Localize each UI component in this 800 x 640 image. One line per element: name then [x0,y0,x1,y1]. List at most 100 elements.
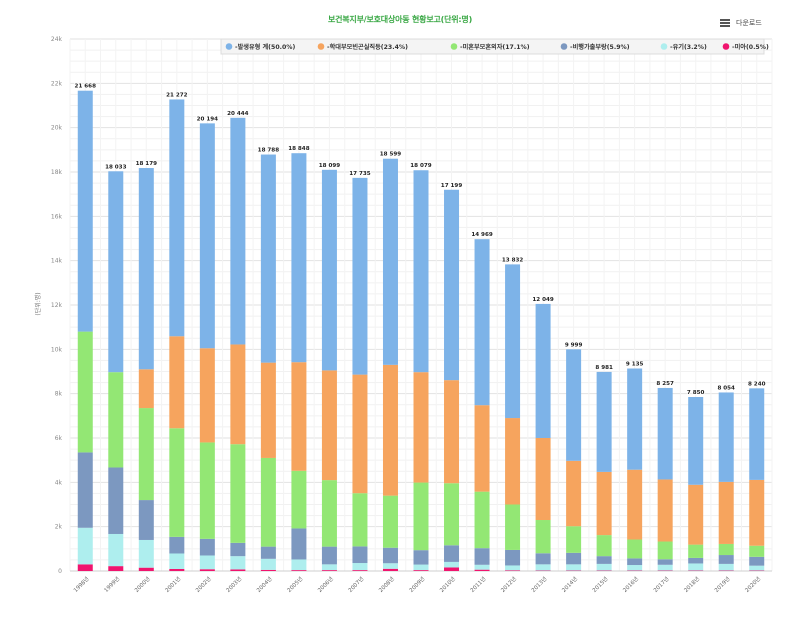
bar-segment[interactable] [413,564,429,571]
bar-segment[interactable] [566,564,582,571]
bar-segment[interactable] [321,169,337,371]
bar-segment[interactable] [749,556,765,566]
bar-segment[interactable] [291,570,307,571]
bar-segment[interactable] [138,168,154,370]
bar-segment[interactable] [657,479,673,542]
bar-segment[interactable] [291,362,307,471]
bar-segment[interactable] [230,117,246,345]
bar-segment[interactable] [444,545,460,562]
bar-segment[interactable] [321,370,337,481]
bar-segment[interactable] [260,457,276,547]
bar-segment[interactable] [108,171,124,373]
bar-segment[interactable] [199,348,215,443]
bar-segment[interactable] [413,372,429,483]
legend-item[interactable]: -미아(0.5%) [722,43,769,51]
bar-segment[interactable] [230,542,246,557]
bar-segment[interactable] [566,552,582,565]
bar-segment[interactable] [535,520,551,554]
bar-segment[interactable] [138,567,154,571]
bar-segment[interactable] [474,239,490,406]
bar-segment[interactable] [535,438,551,521]
bar-segment[interactable] [474,405,490,492]
bar-segment[interactable] [77,452,93,528]
legend-item[interactable]: -비행가출부랑(5.9%) [560,43,630,51]
bar-segment[interactable] [260,362,276,458]
bar-segment[interactable] [718,563,734,571]
bar-segment[interactable] [321,564,337,571]
bar-segment[interactable] [108,533,124,567]
bar-segment[interactable] [291,528,307,560]
download-button[interactable]: 다운로드 [720,17,770,29]
bar-segment[interactable] [688,544,704,558]
bar-segment[interactable] [505,565,521,571]
bar-segment[interactable] [321,480,337,547]
legend-item[interactable]: -발생유형 계(50.0%) [225,43,296,51]
bar-segment[interactable] [474,569,490,571]
bar-segment[interactable] [260,569,276,571]
bar-segment[interactable] [505,504,521,550]
bar-segment[interactable] [444,380,460,484]
bar-segment[interactable] [474,564,490,570]
bar-segment[interactable] [718,555,734,564]
bar-segment[interactable] [260,558,276,570]
bar-segment[interactable] [382,568,398,571]
bar-segment[interactable] [199,123,215,349]
bar-segment[interactable] [474,548,490,565]
bar-segment[interactable] [749,545,765,557]
bar-segment[interactable] [199,569,215,571]
bar-segment[interactable] [505,549,521,566]
bar-segment[interactable] [718,392,734,482]
legend-item[interactable]: -유기(3.2%) [660,43,707,51]
bar-segment[interactable] [352,546,368,564]
bar-segment[interactable] [169,99,185,337]
bar-segment[interactable] [321,546,337,565]
bar-segment[interactable] [413,550,429,565]
bar-segment[interactable] [169,428,185,537]
bar-segment[interactable] [657,559,673,565]
bar-segment[interactable] [596,556,612,564]
bar-segment[interactable] [352,493,368,547]
bar-segment[interactable] [627,368,643,470]
bar-segment[interactable] [596,371,612,472]
bar-segment[interactable] [444,567,460,571]
legend-item[interactable]: -학대부모빈곤실직등(23.4%) [317,43,408,51]
bar-segment[interactable] [260,154,276,363]
bar-segment[interactable] [169,536,185,554]
bar-segment[interactable] [413,482,429,551]
bar-segment[interactable] [77,90,93,332]
bar-segment[interactable] [474,491,490,549]
bar-segment[interactable] [138,369,154,409]
bar-segment[interactable] [627,558,643,566]
bar-segment[interactable] [566,526,582,553]
bar-segment[interactable] [352,374,368,494]
bar-segment[interactable] [657,564,673,571]
bar-segment[interactable] [382,563,398,569]
bar-segment[interactable] [230,556,246,570]
bar-segment[interactable] [596,563,612,571]
bar-segment[interactable] [77,527,93,565]
bar-segment[interactable] [352,570,368,571]
bar-segment[interactable] [352,563,368,571]
bar-segment[interactable] [382,364,398,496]
bar-segment[interactable] [505,570,521,571]
bar-segment[interactable] [199,538,215,556]
bar-segment[interactable] [444,189,460,381]
bar-segment[interactable] [718,481,734,544]
bar-segment[interactable] [138,539,154,568]
bar-segment[interactable] [749,479,765,546]
hamburger-menu-icon[interactable] [720,19,730,27]
bar-segment[interactable] [230,344,246,445]
bar-segment[interactable] [169,553,185,570]
bar-segment[interactable] [627,565,643,571]
bar-segment[interactable] [505,264,521,419]
bar-segment[interactable] [566,460,582,527]
bar-segment[interactable] [199,442,215,539]
bar-segment[interactable] [596,471,612,536]
bar-segment[interactable] [505,418,521,505]
bar-segment[interactable] [352,177,368,375]
bar-segment[interactable] [108,467,124,534]
bar-segment[interactable] [718,543,734,556]
bar-segment[interactable] [749,388,765,480]
bar-segment[interactable] [138,408,154,501]
bar-segment[interactable] [77,331,93,453]
